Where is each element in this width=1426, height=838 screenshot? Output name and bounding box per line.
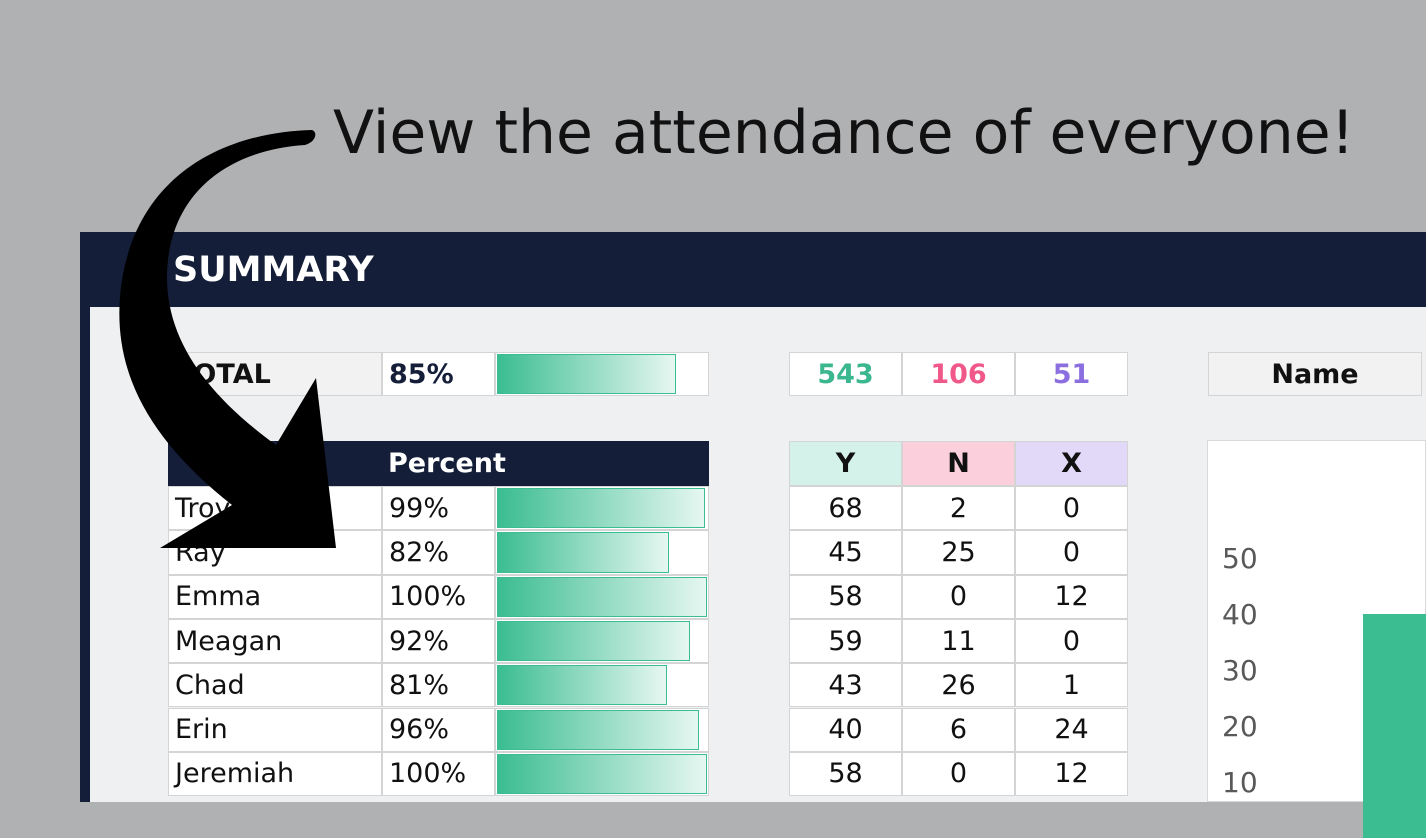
header-2: X (1015, 441, 1128, 486)
data-bar (497, 709, 699, 750)
page: View the attendance of everyone! SUMMARY… (80, 98, 1426, 838)
header-1: N (902, 441, 1015, 486)
data-bar (497, 488, 705, 529)
chart-bar (1363, 614, 1426, 838)
row-percent: 99% (382, 486, 495, 531)
row-count: 59 (789, 618, 902, 664)
row-name: Jeremiah (168, 751, 382, 797)
row-percent: 100% (382, 574, 495, 619)
row-name: Emma (168, 574, 382, 619)
header-percent: Percent (388, 448, 506, 479)
row-count: 1 (1015, 663, 1128, 708)
row-name: Ray (168, 530, 382, 575)
tick-mark (1270, 782, 1271, 783)
row-count: 0 (1015, 530, 1128, 575)
total-count: 51 (1015, 352, 1128, 396)
data-bar (497, 532, 670, 573)
row-count: 58 (789, 751, 902, 797)
summary-title: SUMMARY (173, 250, 374, 290)
row-count: 40 (789, 707, 902, 752)
total-label: TOTAL (168, 352, 382, 396)
tick-mark (1270, 558, 1271, 559)
row-count: 0 (902, 574, 1015, 619)
tick-mark (1270, 726, 1271, 727)
row-name: Erin (168, 707, 382, 752)
row-percent: 82% (382, 530, 495, 575)
total-count: 543 (789, 352, 902, 396)
row-count: 0 (1015, 618, 1128, 664)
row-count: 12 (1015, 574, 1128, 619)
row-count: 6 (902, 707, 1015, 752)
row-count: 58 (789, 574, 902, 619)
row-count: 11 (902, 618, 1015, 664)
total-percent: 85% (382, 352, 495, 396)
row-count: 2 (902, 486, 1015, 531)
row-count: 68 (789, 486, 902, 531)
y-tick-label: 30 (1222, 653, 1258, 687)
row-count: 24 (1015, 707, 1128, 752)
row-name: Chad (168, 663, 382, 708)
row-count: 0 (1015, 486, 1128, 531)
data-bar (497, 620, 691, 662)
row-count: 43 (789, 663, 902, 708)
tick-mark (1270, 614, 1271, 615)
row-percent: 100% (382, 751, 495, 797)
y-tick-label: 50 (1222, 541, 1258, 575)
y-tick-label: 10 (1222, 765, 1258, 799)
row-count: 0 (902, 751, 1015, 797)
data-bar (497, 576, 707, 617)
caption: View the attendance of everyone! (333, 98, 1355, 168)
row-count: 26 (902, 663, 1015, 708)
row-name: Troy (168, 486, 382, 531)
data-bar (497, 665, 668, 706)
row-percent: 81% (382, 663, 495, 708)
row-count: 45 (789, 530, 902, 575)
row-percent: 96% (382, 707, 495, 752)
y-tick-label: 20 (1222, 709, 1258, 743)
y-tick-label: 40 (1222, 597, 1258, 631)
row-percent: 92% (382, 618, 495, 664)
tick-mark (1270, 670, 1271, 671)
name-header: Name (1208, 352, 1422, 396)
row-name: Meagan (168, 618, 382, 664)
total-count: 106 (902, 352, 1015, 396)
row-count: 12 (1015, 751, 1128, 797)
data-bar (497, 354, 676, 394)
row-count: 25 (902, 530, 1015, 575)
header-0: Y (789, 441, 902, 486)
data-bar (497, 753, 707, 795)
